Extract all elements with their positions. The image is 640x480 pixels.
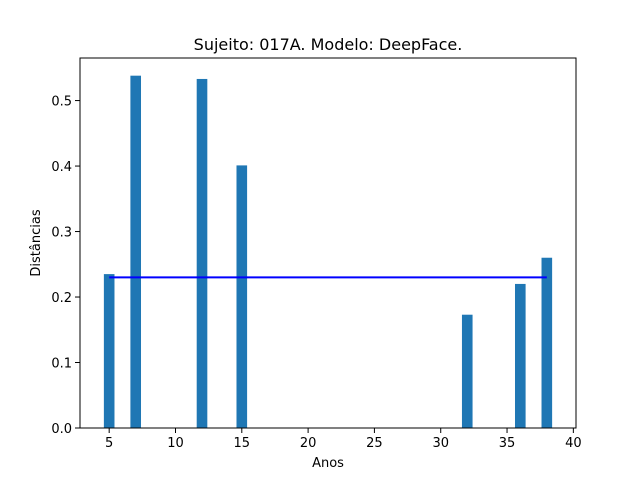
bar-36 — [514, 283, 526, 428]
bar-38 — [541, 257, 553, 428]
bar-7 — [130, 75, 142, 428]
y-tick-label: 0.1 — [51, 357, 72, 372]
y-tick-label: 0.4 — [51, 160, 72, 175]
bars-group — [103, 75, 553, 428]
x-axis-ticks: 5 10 15 20 25 30 35 40 — [105, 428, 582, 451]
x-tick-label: 15 — [234, 436, 251, 451]
y-axis-ticks: 0.0 0.1 0.2 0.3 0.4 0.5 — [51, 95, 80, 437]
bar-15 — [236, 165, 248, 428]
x-tick-label: 30 — [432, 436, 449, 451]
y-tick-label: 0.0 — [51, 422, 72, 437]
y-tick-label: 0.5 — [51, 95, 72, 110]
y-tick-label: 0.3 — [51, 226, 72, 241]
x-tick-label: 25 — [366, 436, 383, 451]
bar-32 — [461, 314, 473, 428]
x-tick-label: 10 — [167, 436, 184, 451]
x-tick-label: 40 — [565, 436, 582, 451]
x-tick-label: 5 — [105, 436, 113, 451]
y-axis-label: Distâncias — [29, 209, 44, 276]
x-axis-label: Anos — [312, 456, 344, 471]
plot-frame — [79, 57, 577, 429]
x-tick-label: 35 — [499, 436, 516, 451]
y-tick-label: 0.2 — [51, 291, 72, 306]
bar-5 — [103, 274, 115, 428]
chart-title: Sujeito: 017A. Modelo: DeepFace. — [194, 35, 463, 54]
bar-12 — [196, 78, 208, 428]
x-tick-label: 20 — [300, 436, 317, 451]
